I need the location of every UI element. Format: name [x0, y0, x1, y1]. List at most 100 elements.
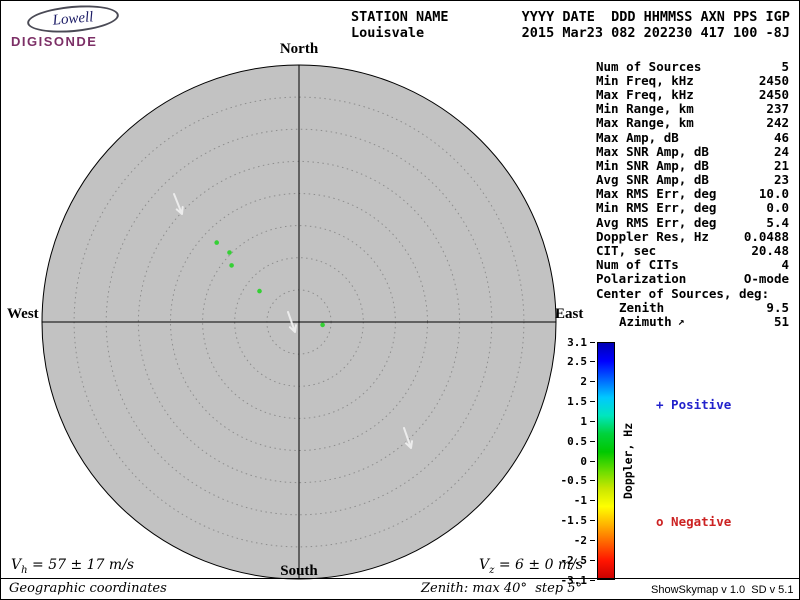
stat-value: 0.0488 — [743, 228, 789, 244]
compass-north: North — [279, 41, 319, 57]
stat-row: Max Amp, dB 46 — [596, 129, 789, 145]
colorbar-axis-label: Doppler, Hz — [621, 422, 635, 500]
stat-value: 242 — [766, 115, 789, 131]
stat-value: 10.0 — [758, 186, 789, 202]
vz-subscript: z — [489, 564, 495, 576]
colorbar-tick-label: 1.5 — [567, 395, 587, 408]
stat-value: 21 — [773, 157, 789, 173]
stat-value: 23 — [773, 172, 789, 188]
vz-value: = 6 ± 0 m/s — [494, 557, 584, 573]
stat-label: Max Range, km — [596, 115, 694, 131]
colorbar-tick-mark — [590, 520, 595, 521]
colorbar-tick-label: -3.1 — [560, 573, 588, 587]
stat-value: 2450 — [758, 86, 789, 102]
stat-label: Max SNR Amp, dB — [596, 143, 709, 159]
stat-row: Max Freq, kHz 2450 — [596, 86, 789, 102]
stat-row: Num of Sources 5 — [596, 58, 789, 74]
stat-value: 2450 — [758, 72, 789, 88]
stat-row: Polarization O-mode — [596, 271, 789, 287]
coordinate-system-label: Geographic coordinates — [9, 581, 167, 596]
stat-row: Min SNR Amp, dB 21 — [596, 157, 789, 173]
stat-label: Max Amp, dB — [596, 129, 679, 145]
colorbar-tick-label: -2.5 — [560, 553, 588, 567]
stat-row: Min Freq, kHz 2450 — [596, 72, 789, 88]
stat-value: O-mode — [743, 271, 789, 287]
negative-legend: o Negative — [656, 514, 732, 529]
stat-row: Avg RMS Err, deg 5.4 — [596, 214, 789, 230]
stat-value: 51 — [773, 313, 789, 329]
stat-value: 5.4 — [766, 214, 789, 230]
stat-value: 4 — [781, 257, 789, 273]
stat-row: Max Range, km 242 — [596, 115, 789, 131]
colorbar-tick-label: 2 — [580, 375, 587, 389]
stat-row: Zenith 9.5 — [596, 299, 789, 315]
colorbar-tick-label: -1 — [573, 494, 587, 508]
stat-value: 20.48 — [751, 243, 789, 259]
vh-subscript: h — [21, 564, 28, 576]
stat-label: Avg SNR Amp, dB — [596, 172, 709, 188]
skymap-plot — [41, 64, 557, 580]
stat-label: Min Freq, kHz — [596, 72, 694, 88]
colorbar-tick-mark — [590, 420, 595, 422]
vz-symbol: V — [479, 557, 490, 573]
stat-row: Min Range, km 237 — [596, 101, 789, 117]
colorbar-tick-label: 0 — [580, 454, 587, 468]
stat-value: 9.5 — [766, 299, 789, 315]
vh-value: = 57 ± 17 m/s — [27, 557, 135, 573]
header-columns-row: STATION NAME YYYY DATE DDD HHMMSS AXN PP… — [351, 9, 790, 25]
stat-label: Max Freq, kHz — [596, 86, 694, 102]
lowell-logo: Lowell DIGISONDE — [11, 2, 141, 49]
stat-label: Num of CITs — [596, 257, 679, 273]
colorbar-tick-mark — [590, 401, 595, 402]
stat-row: Min RMS Err, deg 0.0 — [596, 200, 789, 216]
colorbar-tick-label: -2 — [573, 533, 587, 547]
source-dot — [214, 240, 219, 245]
source-dot — [227, 250, 232, 255]
footer-divider — [1, 578, 799, 579]
positive-legend: + Positive — [656, 397, 732, 412]
header-table: STATION NAME YYYY DATE DDD HHMMSS AXN PP… — [351, 9, 790, 41]
colorbar-tick-mark — [590, 460, 595, 462]
stat-label: Azimuth — [619, 313, 672, 329]
stat-row: CIT, sec 20.48 — [596, 243, 789, 259]
source-dot — [229, 263, 234, 268]
colorbar-tick-mark — [590, 579, 595, 581]
stat-row: Azimuth ↗ 51 — [596, 313, 789, 329]
drift-arrow — [287, 311, 297, 333]
colorbar-tick-label: -1.5 — [560, 514, 588, 527]
stat-value: 237 — [766, 101, 789, 117]
vh-readout: Vh = 57 ± 17 m/s — [11, 557, 134, 576]
stat-label: Polarization — [596, 271, 687, 287]
drift-arrow — [173, 193, 184, 215]
colorbar-tick-mark — [590, 381, 595, 383]
stat-label: Min RMS Err, deg — [596, 200, 717, 216]
source-dots — [214, 240, 325, 328]
stat-label: Avg RMS Err, deg — [596, 214, 717, 230]
colorbar-tick-mark — [590, 341, 595, 343]
colorbar-tick-label: 2.5 — [567, 355, 587, 369]
azimuth-direction-icon: ↗ — [677, 314, 685, 328]
compass-east: East — [555, 306, 584, 322]
stat-value: 0.0 — [766, 200, 789, 216]
colorbar-tick-mark — [590, 500, 595, 502]
stat-row: Max RMS Err, deg 10.0 — [596, 186, 789, 202]
drift-arrows — [173, 193, 413, 449]
stat-value: 5 — [781, 58, 789, 74]
stat-value: 24 — [773, 143, 789, 159]
stat-row: Max SNR Amp, dB 24 — [596, 143, 789, 159]
stat-label: CIT, sec — [596, 243, 657, 259]
compass-south: South — [280, 563, 318, 579]
colorbar-tick-label: 3.1 — [567, 335, 587, 349]
stat-label: Min SNR Amp, dB — [596, 157, 709, 173]
stat-label: Num of Sources — [596, 58, 702, 74]
stat-row: Num of CITs 4 — [596, 257, 789, 273]
app-version-label: ShowSkymap v 1.0 SD v 5.1 — [651, 584, 794, 596]
colorbar-tick-label: 0.5 — [567, 434, 587, 448]
colorbar-tick-mark — [590, 361, 595, 363]
stat-row: Center of Sources, deg: — [596, 286, 789, 301]
vh-symbol: V — [11, 557, 22, 573]
colorbar-tick-mark — [590, 539, 595, 541]
vz-readout: Vz = 6 ± 0 m/s — [479, 557, 583, 576]
drift-arrow — [403, 427, 413, 449]
stats-panel: Num of Sources 5 Min Freq, kHz 2450 Max Freq… — [596, 59, 789, 329]
